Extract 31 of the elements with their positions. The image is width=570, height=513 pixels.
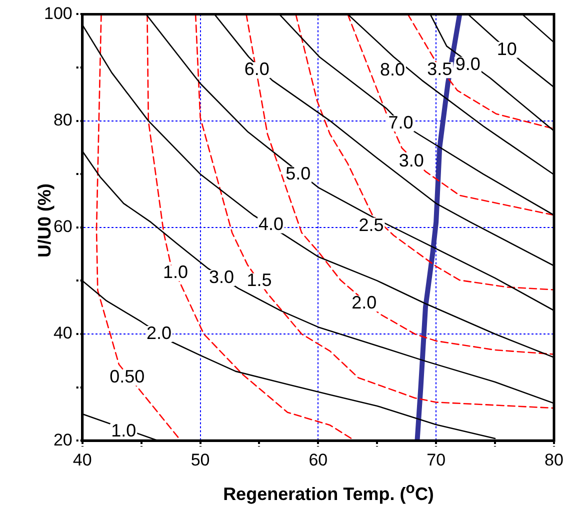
line-series: [194, 14, 554, 409]
x-tick-label: 40: [72, 450, 92, 470]
x-tick-label: 60: [308, 450, 328, 470]
annotation: 3.0: [208, 267, 234, 288]
x-tick-label: 80: [544, 450, 564, 470]
annotation: 9.0: [455, 54, 480, 74]
x-tick-label: 50: [190, 450, 210, 470]
y-tick-label: 40: [53, 324, 72, 343]
annotation: 2.0: [146, 322, 172, 343]
annotation: 10: [496, 38, 517, 59]
annotation: 5.0: [286, 164, 311, 184]
annotation: 0.50: [110, 366, 145, 387]
annotation: 6.0: [244, 59, 270, 80]
annotation: 3.5: [427, 59, 452, 80]
y-tick-label: 80: [53, 110, 72, 130]
x-tick-label: 70: [426, 450, 446, 470]
annotation: 3.0: [398, 150, 424, 170]
annotation: 8.0: [380, 60, 405, 80]
annotation: 1.0: [162, 262, 188, 282]
x-axis-title: Regeneration Temp. ($^{o}$C): [222, 480, 435, 505]
annotation: 1.5: [246, 270, 272, 290]
line-series: [347, 14, 554, 216]
y-tick-label: 20: [53, 430, 72, 450]
y-tick-label: 100: [44, 4, 72, 23]
annotation: 1.0: [111, 420, 136, 441]
line-series: [246, 14, 554, 355]
y-axis-title: U/U0 (%): [34, 184, 54, 258]
annotation: 2.0: [352, 292, 377, 313]
annotation: 2.5: [358, 214, 384, 235]
y-tick-label: 60: [53, 217, 72, 236]
annotation: 4.0: [258, 214, 284, 234]
